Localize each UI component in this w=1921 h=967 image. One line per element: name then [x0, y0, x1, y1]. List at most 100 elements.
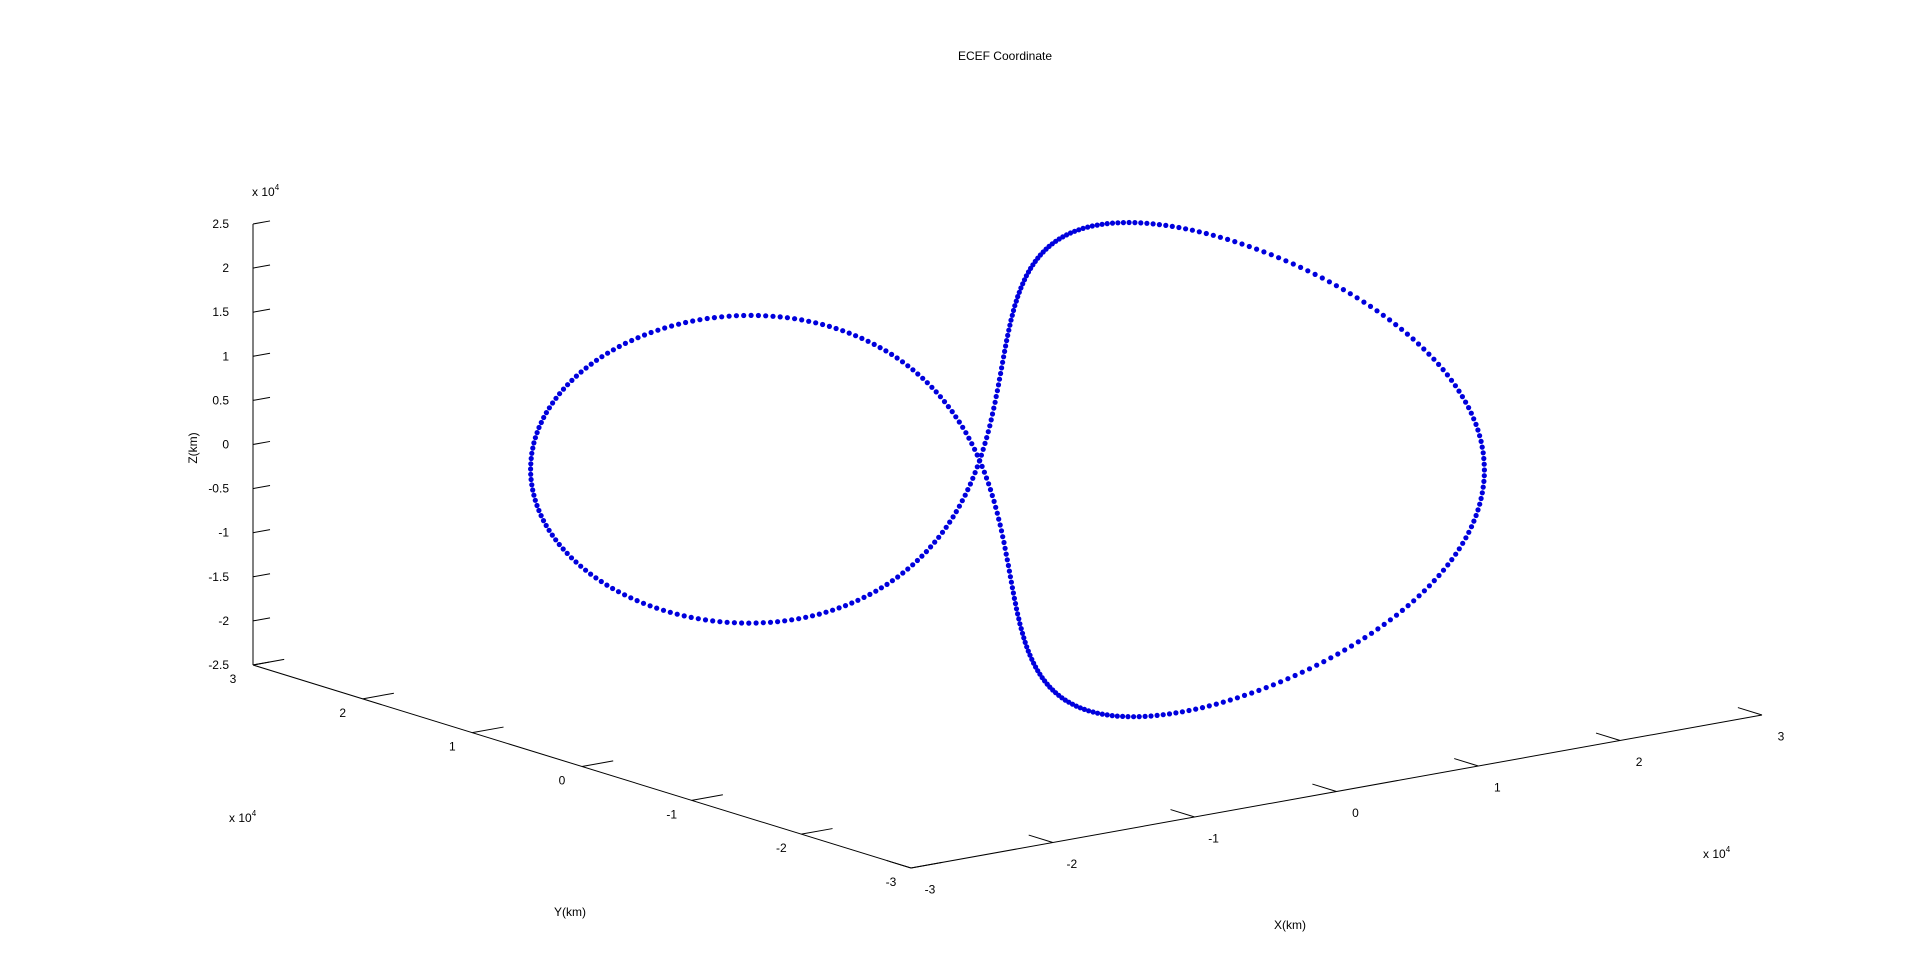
data-point — [565, 382, 571, 388]
data-point — [1163, 222, 1169, 228]
data-point — [1213, 701, 1219, 707]
data-point — [1148, 713, 1154, 719]
data-point — [995, 382, 1002, 388]
data-point — [569, 377, 575, 383]
data-point — [1479, 444, 1485, 450]
data-point — [1478, 495, 1484, 502]
data-point — [878, 585, 885, 591]
data-point — [956, 503, 963, 509]
data-point — [871, 341, 877, 347]
data-point — [724, 619, 730, 625]
x-tick — [1595, 732, 1621, 741]
data-point — [1298, 264, 1304, 270]
data-point — [593, 357, 600, 363]
z-tick — [252, 529, 271, 534]
data-point — [1210, 232, 1216, 238]
data-point — [989, 411, 996, 417]
data-point — [873, 588, 879, 594]
z-tick-label: 0.5 — [212, 393, 229, 407]
data-point — [883, 348, 889, 354]
data-point — [989, 492, 995, 499]
x-tick — [1454, 758, 1479, 767]
data-point — [1478, 438, 1484, 444]
data-point — [1013, 606, 1020, 612]
data-point — [1475, 507, 1481, 513]
data-point — [1173, 710, 1179, 716]
data-point — [867, 591, 873, 598]
data-point — [583, 365, 589, 371]
data-point — [1021, 277, 1028, 283]
data-point — [1089, 223, 1095, 229]
data-point — [775, 619, 781, 625]
data-point — [929, 384, 935, 390]
data-point — [731, 620, 738, 626]
data-point — [905, 363, 911, 369]
data-point — [1340, 287, 1346, 293]
data-point — [1278, 679, 1284, 685]
data-point — [568, 555, 575, 561]
data-point — [556, 541, 562, 548]
data-point — [962, 492, 968, 498]
data-point — [1444, 372, 1450, 378]
y-tick-label: -3 — [886, 875, 897, 889]
data-point — [640, 600, 647, 606]
data-point — [616, 343, 622, 350]
data-point — [1090, 709, 1096, 715]
data-point — [1169, 223, 1175, 229]
y-tick-label: 2 — [339, 706, 346, 720]
data-point — [593, 575, 599, 581]
data-point — [1326, 279, 1332, 285]
data-point — [1463, 399, 1469, 405]
data-point — [992, 399, 998, 405]
data-point — [1189, 227, 1195, 233]
data-point — [530, 487, 536, 493]
data-point — [1354, 295, 1360, 301]
data-point — [984, 435, 990, 441]
data-point — [1109, 220, 1116, 226]
data-point — [1473, 512, 1479, 519]
data-point — [1256, 687, 1262, 694]
data-point — [531, 492, 537, 498]
data-point — [1333, 283, 1339, 289]
z-tick-label: -2 — [218, 614, 229, 628]
data-point — [1342, 647, 1348, 653]
data-point — [1004, 338, 1010, 344]
data-point — [1328, 655, 1334, 661]
data-point — [987, 423, 993, 429]
data-point — [711, 315, 718, 321]
z-exponent-power: 4 — [275, 183, 280, 192]
data-point — [1206, 703, 1212, 709]
data-point — [1010, 590, 1017, 596]
data-point — [1456, 388, 1462, 394]
data-point — [1312, 271, 1318, 277]
data-point — [953, 414, 959, 420]
data-point — [1013, 298, 1019, 304]
z-tick-label: 1 — [222, 349, 229, 363]
x-tick-label: -1 — [1208, 831, 1219, 845]
data-point — [662, 325, 668, 331]
data-point — [972, 470, 978, 476]
data-point — [1120, 713, 1126, 720]
data-point — [1480, 450, 1486, 456]
data-point — [573, 373, 580, 379]
data-point — [1000, 359, 1006, 365]
data-point — [674, 611, 680, 617]
data-point — [681, 613, 687, 619]
data-point — [1086, 708, 1092, 714]
data-point — [806, 318, 812, 324]
data-point — [726, 313, 732, 319]
data-point — [1008, 579, 1015, 585]
x-tick-label: 1 — [1494, 780, 1501, 794]
data-point — [859, 335, 865, 341]
x-tick-label: 3 — [1778, 729, 1785, 743]
data-point — [959, 498, 965, 504]
data-point — [861, 594, 867, 601]
data-point — [889, 351, 895, 357]
data-point — [1006, 327, 1012, 333]
data-point — [979, 463, 985, 469]
data-point — [1016, 616, 1022, 622]
data-point — [1012, 601, 1019, 607]
data-point — [1150, 221, 1156, 227]
data-point — [1466, 405, 1472, 411]
data-point — [1005, 562, 1012, 569]
